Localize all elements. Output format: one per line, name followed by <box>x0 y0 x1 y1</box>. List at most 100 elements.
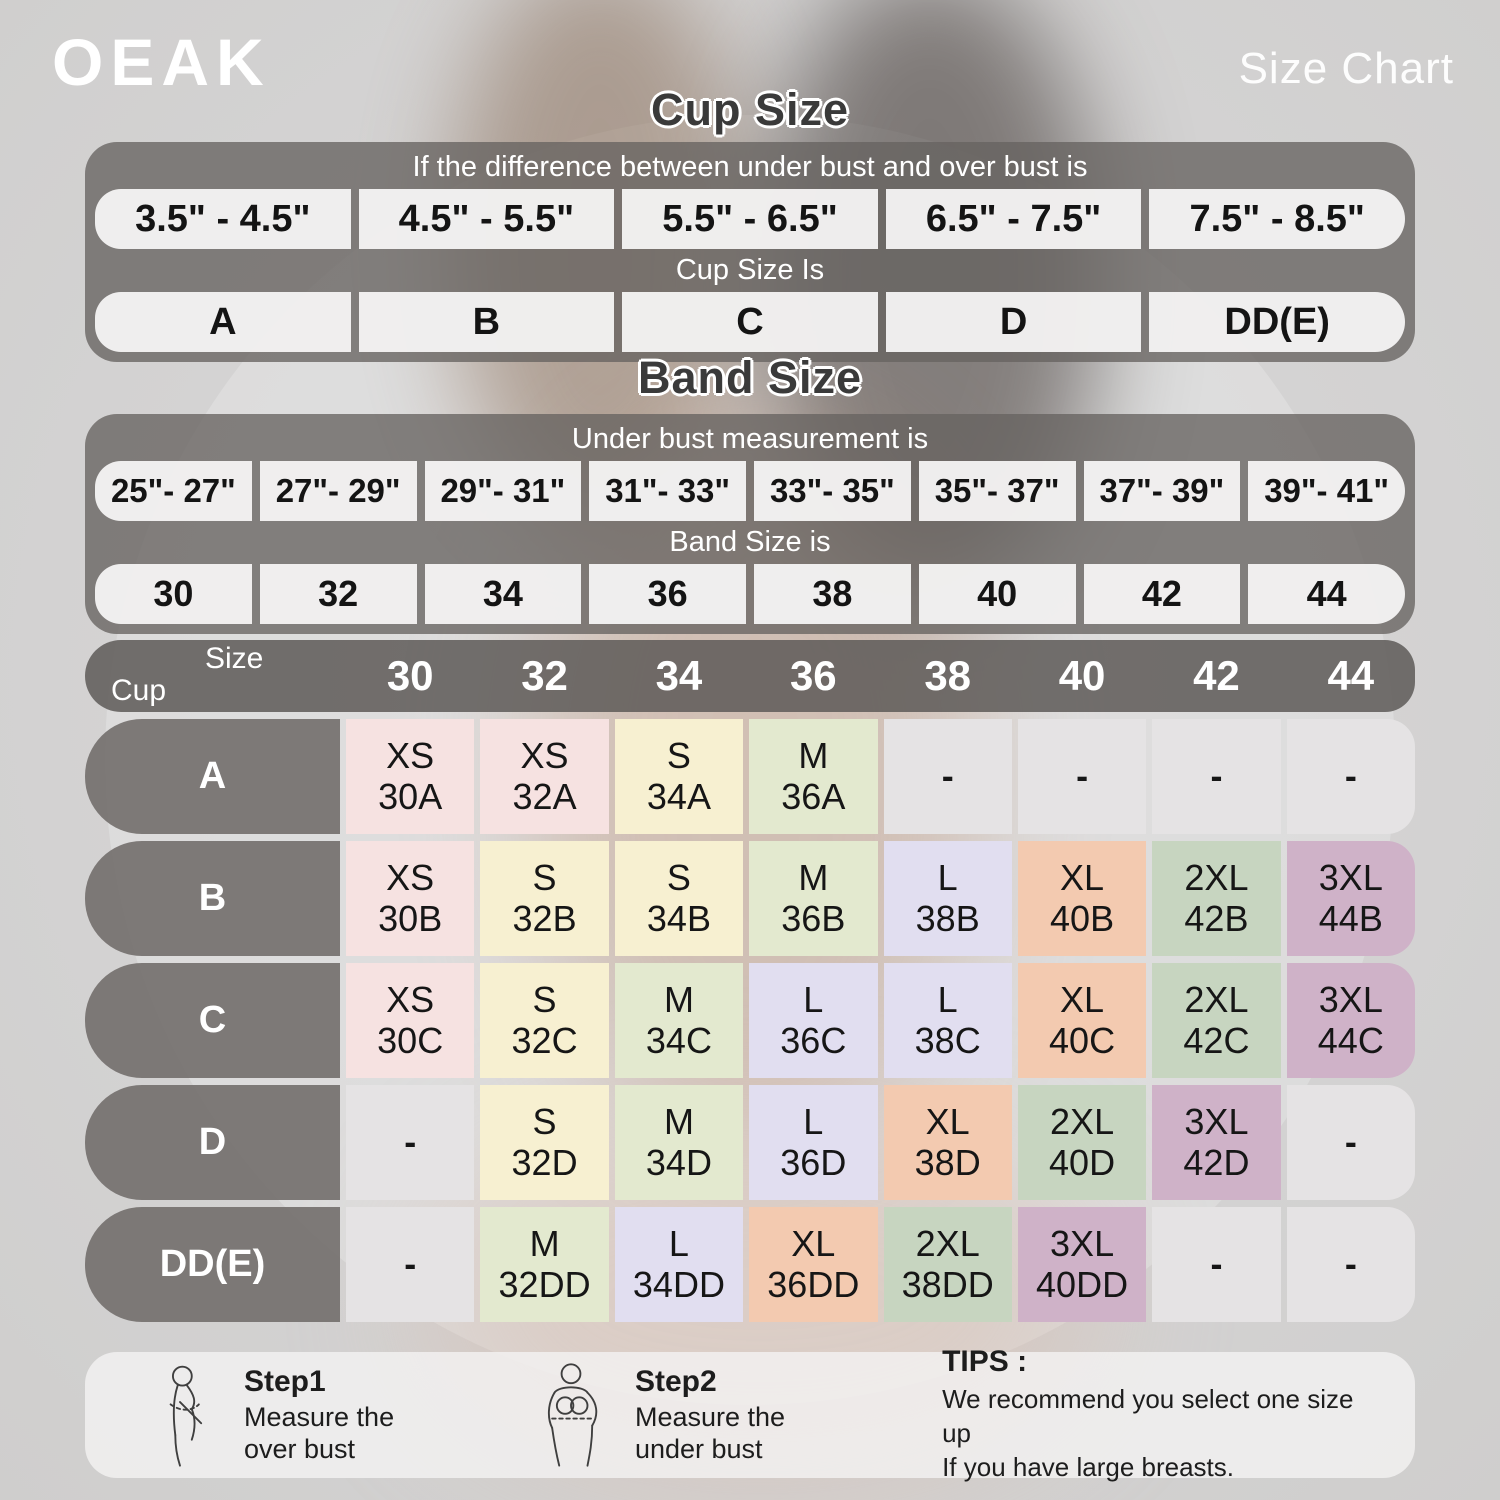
cup-range-cell: 6.5" - 7.5" <box>885 189 1142 249</box>
cup-range-cell: 4.5" - 5.5" <box>358 189 615 249</box>
matrix-row-label-B: B <box>85 841 340 956</box>
matrix-cell-40A-empty: - <box>1017 719 1147 834</box>
step2-line1: Measure the <box>634 1401 786 1432</box>
band-range-cell: 25"- 27" <box>95 461 252 521</box>
tips-line1: We recommend you select one size up <box>942 1384 1354 1449</box>
matrix-column-header-30: 30 <box>386 652 434 699</box>
cup-range-cell: 3.5" - 4.5" <box>95 189 351 249</box>
matrix-cell-32A: XS 32A <box>480 719 609 834</box>
matrix-cell-30B: XS 30B <box>346 841 475 956</box>
matrix-cell-44B: 3XL 44B <box>1286 841 1415 956</box>
band-range-cell: 35"- 37" <box>918 461 1076 521</box>
matrix-cell-36DD: XL 36DD <box>749 1207 878 1322</box>
size-matrix-table: A XS 30A XS 32A S 34A M 36A - - - - B XS 30B S 32B S 34B M 36… <box>85 719 1415 1322</box>
band-value-cell: 42 <box>1083 564 1241 624</box>
matrix-column-header-36: 36 <box>789 652 837 699</box>
matrix-cell-42A-empty: - <box>1152 719 1281 834</box>
matrix-cell-40B: XL 40B <box>1017 841 1147 956</box>
measure-under-bust-icon <box>547 1363 598 1467</box>
matrix-cell-36A: M 36A <box>749 719 878 834</box>
matrix-cell-36C: L 36C <box>749 963 878 1078</box>
matrix-cell-30A: XS 30A <box>346 719 475 834</box>
cup-range-cell: 7.5" - 8.5" <box>1149 189 1405 249</box>
matrix-cell-38A-empty: - <box>883 719 1012 834</box>
matrix-cell-38C: L 38C <box>883 963 1012 1078</box>
band-value-cell: 40 <box>918 564 1076 624</box>
matrix-cell-36B: M 36B <box>749 841 878 956</box>
cup-range-cell: 5.5" - 6.5" <box>622 189 878 249</box>
step1-group: Step1 Measure the over bust <box>140 1362 531 1468</box>
band-value-cell: 38 <box>754 564 911 624</box>
band-value-row: 30 32 34 36 38 40 42 44 <box>95 564 1405 624</box>
step2-group: Step2 Measure the under bust <box>531 1362 907 1468</box>
matrix-cell-38B: L 38B <box>883 841 1012 956</box>
matrix-cell-30DD(E)-empty: - <box>346 1207 475 1322</box>
matrix-corner-label: Size Cup <box>85 640 340 712</box>
matrix-header-row: Size Cup 30 32 34 36 38 40 42 44 <box>85 640 1415 712</box>
step2-title: Step2 <box>634 1364 717 1398</box>
matrix-cell-40C: XL 40C <box>1017 963 1147 1078</box>
matrix-row-label-C: C <box>85 963 340 1078</box>
tips-line2: If you have large breasts. <box>942 1451 1235 1482</box>
band-value-cell: 32 <box>259 564 417 624</box>
measure-over-bust-icon <box>169 1365 203 1467</box>
step1-line2: over bust <box>244 1433 356 1464</box>
band-range-cell: 29"- 31" <box>424 461 582 521</box>
band-value-cell: 44 <box>1248 564 1405 624</box>
matrix-cell-32DD: M 32DD <box>480 1207 609 1322</box>
step2-line2: under bust <box>634 1433 763 1464</box>
matrix-cell-44C: 3XL 44C <box>1286 963 1415 1078</box>
matrix-cell-30D-empty: - <box>346 1085 475 1200</box>
band-range-row: 25"- 27" 27"- 29" 29"- 31" 31"- 33" 33"- 35"… <box>95 461 1405 521</box>
band-range-cell: 33"- 35" <box>754 461 911 521</box>
brand-logo: OEAK <box>52 25 271 99</box>
matrix-cell-44D-empty: - <box>1286 1085 1415 1200</box>
matrix-cell-38DD: 2XL 38DD <box>883 1207 1012 1322</box>
corner-cup-label: Cup <box>111 674 167 707</box>
matrix-cell-42D: 3XL 42D <box>1152 1085 1281 1200</box>
matrix-cell-30C: XS 30C <box>346 963 475 1078</box>
matrix-cell-36D: L 36D <box>749 1085 878 1200</box>
band-value-cell: 34 <box>424 564 582 624</box>
tips-group: TIPS : We recommend you select one size … <box>942 1345 1385 1484</box>
band-range-cell: 27"- 29" <box>259 461 417 521</box>
band-range-cell: 31"- 33" <box>589 461 746 521</box>
matrix-cell-42DD(E)-empty: - <box>1152 1207 1281 1322</box>
matrix-row-label-D: D <box>85 1085 340 1200</box>
matrix-cell-40D: 2XL 40D <box>1017 1085 1147 1200</box>
matrix-column-header-38: 38 <box>924 652 972 699</box>
band-value-cell: 30 <box>95 564 252 624</box>
step1-line1: Measure the <box>244 1401 395 1432</box>
cup-size-panel: If the difference between under bust and… <box>85 142 1415 362</box>
cup-size-section-title: Cup Size <box>650 84 850 135</box>
matrix-column-header-40: 40 <box>1058 652 1106 699</box>
band-value-cell: 36 <box>589 564 746 624</box>
cup-value-cell: A <box>95 292 351 352</box>
matrix-cell-40DD: 3XL 40DD <box>1017 1207 1147 1322</box>
matrix-cell-34C: M 34C <box>614 963 744 1078</box>
cup-value-cell: C <box>622 292 878 352</box>
matrix-column-header-44: 44 <box>1327 652 1375 699</box>
band-size-section-title: Band Size <box>637 352 863 403</box>
matrix-cell-34D: M 34D <box>614 1085 744 1200</box>
cup-value-row: A B C D DD(E) <box>95 292 1405 352</box>
page-title: Size Chart <box>1238 44 1454 93</box>
matrix-column-header-32: 32 <box>521 652 568 699</box>
matrix-cell-42B: 2XL 42B <box>1152 841 1281 956</box>
matrix-cell-32B: S 32B <box>480 841 609 956</box>
measuring-instructions-panel: Step1 Measure the over bust <box>85 1345 1415 1482</box>
band-range-cell: 37"- 39" <box>1083 461 1241 521</box>
cup-value-cell: DD(E) <box>1149 292 1405 352</box>
cup-value-cell: D <box>885 292 1142 352</box>
matrix-row-label-DD(E): DD(E) <box>85 1207 340 1322</box>
band-size-header: Under bust measurement is <box>571 423 929 455</box>
matrix-cell-44A-empty: - <box>1286 719 1415 834</box>
matrix-cell-32D: S 32D <box>480 1085 609 1200</box>
cup-value-cell: B <box>358 292 615 352</box>
matrix-cell-44DD(E)-empty: - <box>1286 1207 1415 1322</box>
matrix-cell-34B: S 34B <box>614 841 744 956</box>
matrix-cell-38D: XL 38D <box>883 1085 1012 1200</box>
cup-size-header: If the difference between under bust and… <box>412 151 1088 183</box>
matrix-cell-34DD: L 34DD <box>614 1207 744 1322</box>
corner-size-label: Size <box>205 642 264 675</box>
